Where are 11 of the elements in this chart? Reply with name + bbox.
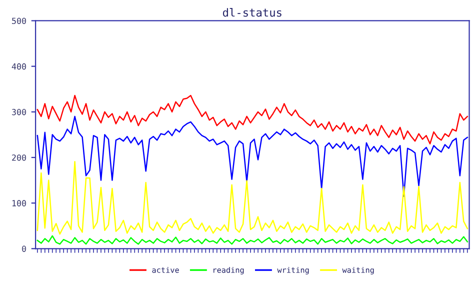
y-tick-label: 0 (22, 246, 26, 252)
y-tick-label: 200 (12, 154, 26, 161)
y-tick-label: 300 (12, 108, 26, 116)
y-tick-label: 400 (12, 63, 26, 70)
line-series (36, 94, 468, 144)
chart-title: dl-status (222, 8, 282, 17)
y-tick-label: 500 (12, 18, 26, 24)
line-series (36, 116, 468, 197)
y-tick-label: 100 (12, 200, 26, 206)
line-series (36, 235, 468, 245)
line-series (36, 160, 468, 235)
